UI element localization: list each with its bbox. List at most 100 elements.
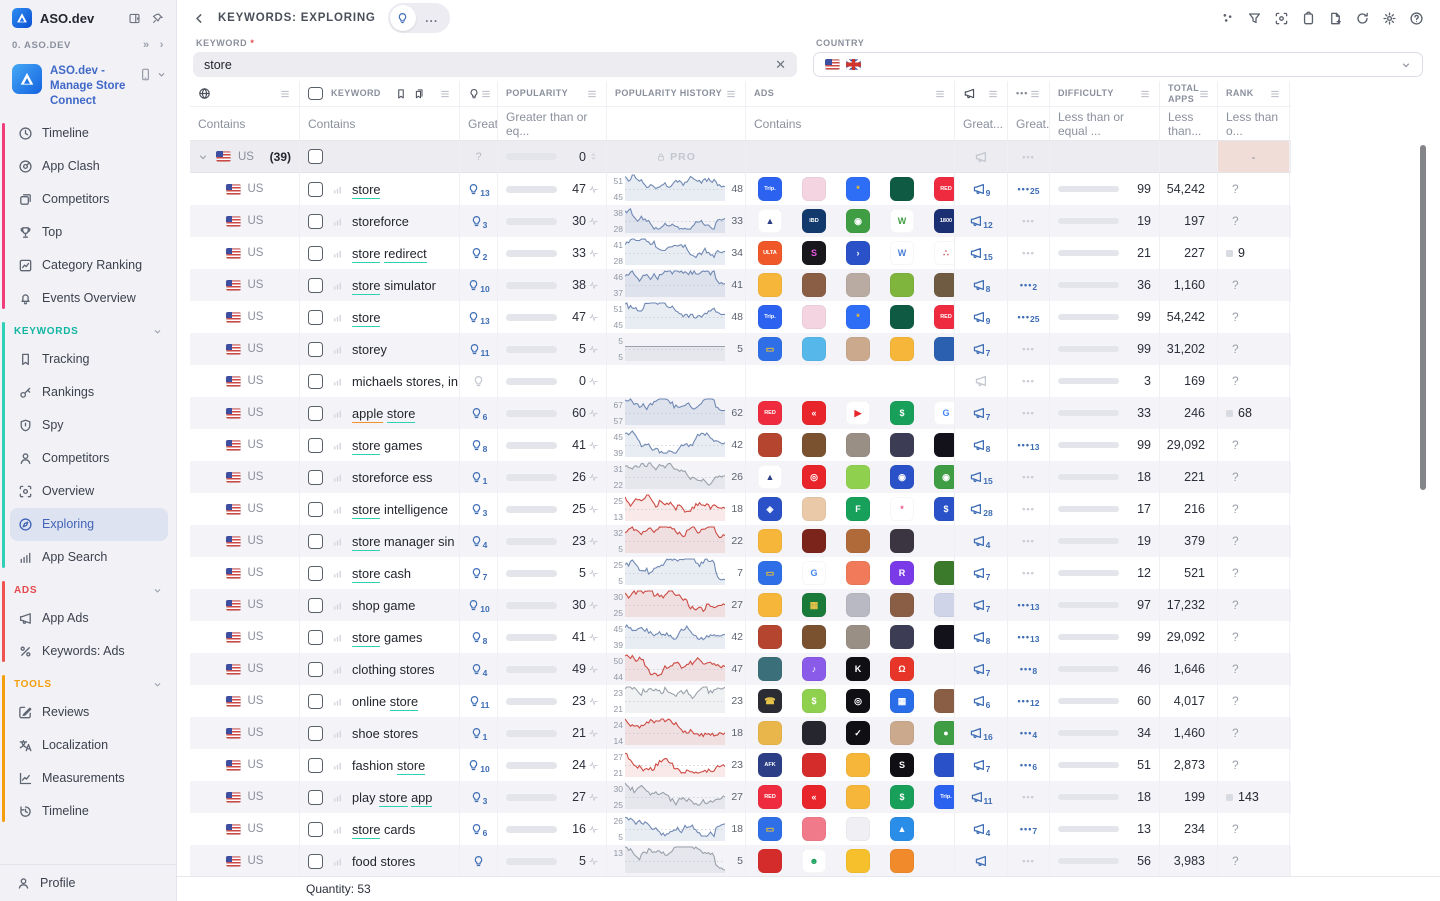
suggestions-cell[interactable]: 6 <box>460 397 498 429</box>
ad-app-icon[interactable]: ◈ <box>758 497 782 521</box>
app-ads-cell[interactable]: 16 <box>955 717 1008 749</box>
group-checkbox[interactable] <box>308 149 323 164</box>
more-count-cell[interactable]: ••• <box>1008 397 1050 429</box>
keyword-text[interactable]: shop game <box>352 597 416 613</box>
ad-app-icon[interactable] <box>846 561 870 585</box>
filter-cell[interactable]: Contains <box>746 107 955 140</box>
ad-app-icon[interactable]: W <box>890 241 914 265</box>
app-ads-cell[interactable]: 4 <box>955 525 1008 557</box>
keyword-cell[interactable]: fashion store <box>300 749 460 781</box>
filter-cell[interactable]: Great... <box>460 107 498 140</box>
ad-app-icon[interactable] <box>934 753 954 777</box>
row-checkbox[interactable] <box>308 565 323 581</box>
keyword-text[interactable]: store manager sin <box>352 533 455 551</box>
more-count-cell[interactable]: ••• 8 <box>1008 653 1050 685</box>
ad-app-icon[interactable] <box>846 273 870 297</box>
ad-app-icon[interactable]: ● <box>934 721 954 745</box>
chart-mini-icon[interactable] <box>332 696 343 707</box>
app-ads-cell[interactable]: 15 <box>955 237 1008 269</box>
suggestions-cell[interactable]: 10 <box>460 269 498 301</box>
suggestions-cell[interactable]: 10 <box>460 749 498 781</box>
row-checkbox[interactable] <box>308 373 323 389</box>
sidebar-item-spy[interactable]: Spy <box>10 409 168 442</box>
keyword-text[interactable]: store games <box>352 629 423 647</box>
suggestions-cell[interactable] <box>460 365 498 397</box>
ad-app-icon[interactable] <box>802 305 826 329</box>
popularity-history-cell[interactable]: 13 5 <box>607 845 746 877</box>
ad-app-icon[interactable] <box>890 337 914 361</box>
sidebar-item-category-ranking[interactable]: Category Ranking <box>10 249 168 282</box>
ad-app-icon[interactable] <box>890 433 914 457</box>
column-menu-icon[interactable] <box>480 88 492 100</box>
popularity-history-cell[interactable]: 24 14 18 <box>607 717 746 749</box>
popularity-history-cell[interactable]: 50 44 47 <box>607 653 746 685</box>
ad-app-icon[interactable] <box>802 721 826 745</box>
keyword-text[interactable]: store intelligence <box>352 501 449 519</box>
keyword-text[interactable]: store simulator <box>352 277 436 295</box>
suggestions-cell[interactable]: 4 <box>460 525 498 557</box>
ad-app-icon[interactable]: › <box>846 241 870 265</box>
keyword-cell[interactable]: store games <box>300 621 460 653</box>
header-country-col[interactable] <box>190 81 300 106</box>
header-popularity-history-col[interactable]: POPULARITY HISTORY <box>607 81 746 106</box>
column-menu-icon[interactable] <box>1029 88 1041 100</box>
table-row[interactable]: US store games 8 41 45 39 42 8 ••• 13 99 29… <box>190 429 1291 461</box>
ad-app-icon[interactable]: ◉ <box>934 465 954 489</box>
ad-app-icon[interactable]: ▶ <box>846 401 870 425</box>
column-menu-icon[interactable] <box>934 88 946 100</box>
table-row[interactable]: US clothing stores 4 49 50 44 47 ♪ K Ω 7 •••… <box>190 653 1291 685</box>
row-checkbox[interactable] <box>308 533 323 549</box>
row-checkbox[interactable] <box>308 181 323 197</box>
ad-app-icon[interactable] <box>802 177 826 201</box>
column-menu-icon[interactable] <box>987 88 999 100</box>
keyword-cell[interactable]: store intelligence <box>300 493 460 525</box>
sidebar-item-tracking[interactable]: Tracking <box>10 343 168 376</box>
ad-app-icon[interactable]: Ω <box>890 657 914 681</box>
chart-mini-icon[interactable] <box>332 184 343 195</box>
ad-app-icon[interactable]: AFK <box>758 753 782 777</box>
sidebar-item-measurements[interactable]: Measurements <box>10 762 168 795</box>
ad-app-icon[interactable]: G <box>802 561 826 585</box>
table-row[interactable]: US store cash 7 5 25 5 7 ▭ G R 7 ••• 12 521 … <box>190 557 1291 589</box>
table-row[interactable]: US storeforce 3 30 38 28 33 ▲ IBD ◉ W 1800 12 … <box>190 205 1291 237</box>
row-checkbox[interactable] <box>308 309 323 325</box>
row-checkbox[interactable] <box>308 405 323 421</box>
more-count-cell[interactable]: ••• 2 <box>1008 269 1050 301</box>
popularity-history-cell[interactable]: 67 57 62 <box>607 397 746 429</box>
ad-app-icon[interactable]: ▦ <box>890 689 914 713</box>
ad-app-icon[interactable]: ∴ <box>934 241 954 265</box>
ad-app-icon[interactable] <box>802 625 826 649</box>
more-count-cell[interactable]: ••• 13 <box>1008 589 1050 621</box>
keyword-cell[interactable]: shop game <box>300 589 460 621</box>
ad-app-icon[interactable]: ◉ <box>846 209 870 233</box>
ad-app-icon[interactable] <box>890 177 914 201</box>
ad-app-icon[interactable] <box>890 721 914 745</box>
keyword-cell[interactable]: shoe stores <box>300 717 460 749</box>
chart-mini-icon[interactable] <box>332 632 343 643</box>
keyword-text[interactable]: store cash <box>352 565 412 583</box>
ad-app-icon[interactable] <box>802 273 826 297</box>
suggestions-cell[interactable]: 1 <box>460 461 498 493</box>
chart-mini-icon[interactable] <box>332 760 343 771</box>
chart-mini-icon[interactable] <box>332 344 343 355</box>
ad-app-icon[interactable] <box>934 337 954 361</box>
popularity-history-cell[interactable]: 25 5 7 <box>607 557 746 589</box>
more-count-cell[interactable]: ••• <box>1008 461 1050 493</box>
keyword-text[interactable]: clothing stores <box>352 661 435 677</box>
app-ads-cell[interactable]: 11 <box>955 781 1008 813</box>
app-ads-cell[interactable] <box>955 365 1008 397</box>
ad-app-icon[interactable] <box>846 337 870 361</box>
header-keyword-col[interactable]: KEYWORD <box>300 81 460 106</box>
more-options-button[interactable]: ... <box>425 11 439 25</box>
app-ads-cell[interactable]: 7 <box>955 397 1008 429</box>
filter-cell[interactable]: Less than... <box>1160 107 1218 140</box>
keyword-input[interactable]: store ✕ <box>193 52 797 77</box>
row-checkbox[interactable] <box>308 501 323 517</box>
column-menu-icon[interactable] <box>1269 88 1281 100</box>
keyword-cell[interactable]: food stores <box>300 845 460 877</box>
focus-icon[interactable] <box>1274 11 1289 26</box>
keyword-cell[interactable]: storeforce <box>300 205 460 237</box>
more-count-cell[interactable]: ••• <box>1008 557 1050 589</box>
ad-app-icon[interactable]: ▲ <box>758 209 782 233</box>
ad-app-icon[interactable] <box>758 625 782 649</box>
